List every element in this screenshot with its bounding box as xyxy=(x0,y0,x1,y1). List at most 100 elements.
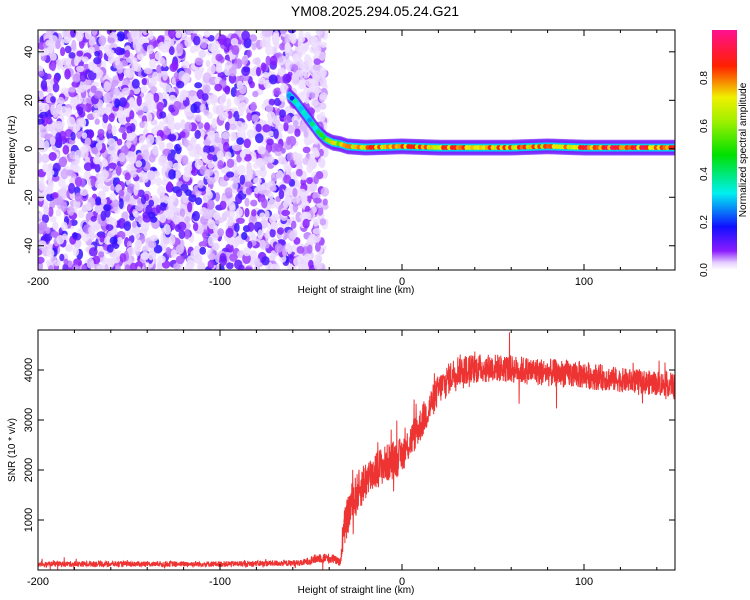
spectrogram-cell xyxy=(153,244,163,254)
spectrogram-cell xyxy=(68,182,76,194)
spectrogram-cell xyxy=(140,85,148,94)
spectrogram-cell xyxy=(94,118,100,125)
spectrogram-cell xyxy=(260,182,270,191)
spectrogram-cell xyxy=(268,98,275,106)
spectrogram-cell xyxy=(70,131,76,141)
spectrogram-cell xyxy=(148,153,156,163)
spectrogram-cell xyxy=(64,68,71,80)
spectrogram-cell xyxy=(319,41,328,48)
spectrogram-cell xyxy=(114,263,121,270)
spectrogram-cell xyxy=(239,150,246,159)
spectrogram-cell xyxy=(205,59,211,68)
spectrogram-cell xyxy=(203,122,211,131)
spectrogram-y-tick-label: 0 xyxy=(23,146,35,152)
spectrogram-cell xyxy=(313,174,319,185)
spectrogram-cell xyxy=(126,125,133,135)
spectrogram-cell xyxy=(100,170,109,180)
spectrogram-cell xyxy=(216,150,224,160)
spectrogram-cell xyxy=(230,86,237,98)
spectrogram-cell xyxy=(174,122,182,131)
spectrogram-cell xyxy=(38,249,43,256)
spectrogram-cell xyxy=(217,34,227,46)
spectrogram-cell xyxy=(108,112,115,123)
spectrogram-cell xyxy=(38,227,45,235)
spectrogram-cell xyxy=(63,258,69,265)
spectrogram-cell xyxy=(241,55,249,66)
spectrogram-cell xyxy=(119,253,127,263)
spectrogram-cell xyxy=(149,58,157,69)
spectrogram-cell xyxy=(150,85,158,94)
spectrogram-cell xyxy=(124,172,131,181)
spectrogram-cell xyxy=(80,145,89,153)
spectrogram-cell xyxy=(266,138,274,146)
spectrogram-cell xyxy=(273,30,280,38)
spectrogram-cell xyxy=(173,216,180,225)
spectrogram-cell xyxy=(313,218,319,227)
spectrogram-cell xyxy=(116,111,124,119)
spectrogram-cell xyxy=(313,197,322,204)
spectrogram-cell xyxy=(86,257,95,269)
spectrogram-cell xyxy=(180,93,187,101)
spectrogram-cell xyxy=(301,78,307,90)
spectrogram-cell xyxy=(242,247,251,257)
spectrogram-cell xyxy=(66,116,76,128)
spectrogram-cell xyxy=(222,141,230,152)
spectrogram-cell xyxy=(201,93,209,101)
spectrogram-cell xyxy=(251,209,257,217)
spectrogram-cell xyxy=(184,215,191,223)
spectrogram-cell xyxy=(250,151,257,163)
spectrogram-cell xyxy=(148,251,154,261)
spectrogram-cell xyxy=(56,96,65,105)
spectrogram-cell xyxy=(167,30,176,39)
spectrogram-cell xyxy=(279,30,287,35)
spectrogram-cell xyxy=(147,170,156,181)
spectrogram-cell xyxy=(136,52,144,61)
spectrogram-cell xyxy=(313,260,323,270)
spectrogram-cell xyxy=(295,155,303,166)
spectrogram-cell xyxy=(123,221,132,231)
spectrogram-cell xyxy=(195,57,204,66)
spectrogram-cell xyxy=(315,234,321,242)
snr-frame xyxy=(37,329,676,571)
spectrogram-cell xyxy=(159,57,166,65)
spectrogram-cell xyxy=(81,132,88,139)
ridge-point xyxy=(298,106,304,111)
spectrogram-cell xyxy=(273,143,283,152)
spectrogram-cell xyxy=(197,179,204,189)
spectrogram-cell xyxy=(116,138,123,146)
spectrogram-cell xyxy=(72,246,79,257)
spectrogram-cell xyxy=(92,109,100,119)
spectrogram-cell xyxy=(128,156,137,165)
spectrogram-cell xyxy=(312,147,319,154)
spectrogram-cell xyxy=(272,36,280,43)
spectrogram-cell xyxy=(206,186,212,196)
spectrogram-cell xyxy=(83,162,93,172)
ridge-point xyxy=(315,129,321,135)
spectrogram-cell xyxy=(219,264,225,270)
spectrogram-cell xyxy=(146,134,155,145)
spectrogram-cell xyxy=(194,82,203,89)
spectrogram-cell xyxy=(71,39,77,51)
spectrogram-cell xyxy=(118,189,125,197)
spectrogram-cell xyxy=(160,65,169,72)
spectrogram-cell xyxy=(206,176,216,185)
snr-y-tick-label: 4000 xyxy=(23,358,35,382)
spectrogram-cell xyxy=(286,152,294,162)
spectrogram-cell xyxy=(73,57,79,67)
spectrogram-cell xyxy=(179,131,186,139)
spectrogram-cell xyxy=(259,39,267,48)
spectrogram-cell xyxy=(296,246,305,254)
spectrogram-cell xyxy=(244,148,251,155)
spectrogram-cell xyxy=(155,204,161,214)
spectrogram-cell xyxy=(107,137,116,147)
spectrogram-cell xyxy=(113,87,121,97)
spectrogram-cell xyxy=(95,196,102,205)
spectrogram-x-tick-label: -100 xyxy=(209,276,231,288)
spectrogram-cell xyxy=(214,137,223,144)
snr-x-tick-label: -200 xyxy=(27,576,49,588)
spectrogram-cell xyxy=(42,163,49,173)
spectrogram-cell xyxy=(176,42,184,54)
spectrogram-cell xyxy=(281,209,291,217)
spectrogram-cell xyxy=(254,57,261,66)
spectrogram-cell xyxy=(226,98,232,109)
